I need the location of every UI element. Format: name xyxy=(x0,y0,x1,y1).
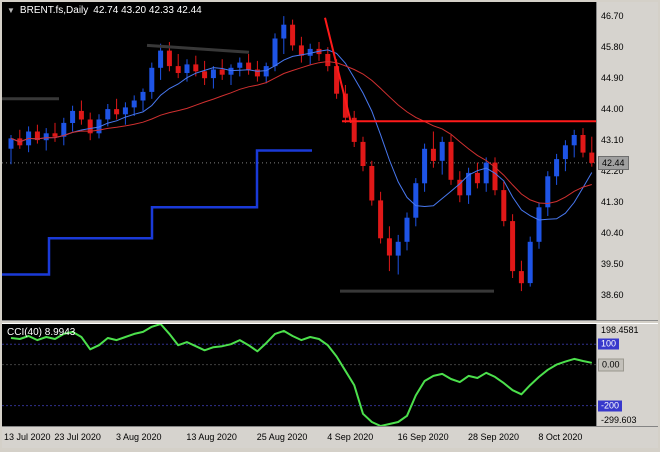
time-axis[interactable]: 13 Jul 2020 23 Jul 2020 3 Aug 2020 13 Aug 2… xyxy=(2,426,658,448)
price-tick-label: 46.70 xyxy=(601,11,624,22)
time-tick-label: 3 Aug 2020 xyxy=(116,432,162,442)
cci-max-label: 198.4581 xyxy=(601,325,639,335)
price-tick-label: 45.80 xyxy=(601,42,624,53)
price-tick-label: 38.60 xyxy=(601,290,624,301)
indicator-label: CCI(40) 8.9943 xyxy=(7,327,76,338)
time-tick-label: 23 Jul 2020 xyxy=(54,432,101,442)
symbol-label: BRENT.fs,Daily xyxy=(19,5,89,16)
time-tick-label: 28 Sep 2020 xyxy=(468,432,520,442)
price-tick-label: 43.10 xyxy=(601,135,624,146)
price-chart-canvas[interactable] xyxy=(2,2,596,320)
price-tick-label: 40.40 xyxy=(601,228,624,239)
candlestick-series xyxy=(8,16,595,292)
indicator-title: CCI(40) 8.9943 xyxy=(7,327,75,338)
ma-fast-line xyxy=(10,49,593,221)
dark-trendline xyxy=(146,43,250,54)
price-axis[interactable]: 46.70 45.80 44.90 44.00 43.10 42.20 41.30 40.40… xyxy=(596,2,658,320)
price-tick-label: 41.30 xyxy=(601,197,624,208)
indicator-axis: 198.4581 -299.603 100 0.00 -200 xyxy=(596,324,658,426)
symbol-dropdown-icon: ▼ xyxy=(7,5,15,15)
indicator-pane: CCI(40) 8.9943 xyxy=(2,324,596,426)
cci-line xyxy=(10,324,593,426)
pane-divider[interactable] xyxy=(2,320,658,324)
price-tick-label: 44.00 xyxy=(601,104,624,115)
current-price-badge: 42.44 xyxy=(598,155,629,170)
cci-level-badge: -200 xyxy=(598,400,623,412)
price-pane: ▼ BRENT.fs,Daily 42.74 43.20 42.33 42.44 xyxy=(2,2,596,320)
cci-min-label: -299.603 xyxy=(601,415,637,425)
red-trendline xyxy=(324,17,352,124)
time-tick-label: 25 Aug 2020 xyxy=(256,432,308,442)
time-tick-label: 13 Jul 2020 xyxy=(4,432,51,442)
time-tick-label: 8 Oct 2020 xyxy=(538,432,583,442)
price-tick-label: 44.90 xyxy=(601,73,624,84)
time-tick-label: 13 Aug 2020 xyxy=(186,432,237,442)
time-tick-label: 4 Sep 2020 xyxy=(327,432,374,442)
step-support-line xyxy=(2,149,312,276)
cci-level-badge: 0.00 xyxy=(598,358,624,372)
price-tick-label: 42.20 xyxy=(601,166,624,177)
ohlc-values: 42.74 43.20 42.33 42.44 xyxy=(93,5,202,16)
time-tick-label: 16 Sep 2020 xyxy=(397,432,449,442)
cci-level-badge: 100 xyxy=(598,338,620,350)
cci-chart-canvas[interactable] xyxy=(2,324,596,426)
price-tick-label: 39.50 xyxy=(601,259,624,270)
chart-title: ▼ BRENT.fs,Daily 42.74 43.20 42.33 42.44 xyxy=(7,5,202,16)
ma-slow-line xyxy=(10,60,592,205)
